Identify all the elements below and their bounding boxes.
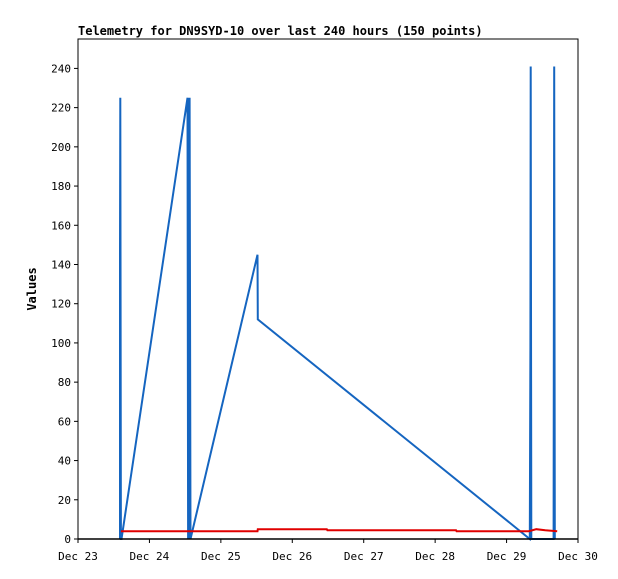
y-tick-label: 100 — [51, 337, 71, 350]
y-tick-label: 240 — [51, 62, 71, 75]
y-tick-label: 180 — [51, 180, 71, 193]
y-tick-label: 0 — [64, 533, 71, 546]
x-tick-label: Dec 27 — [344, 550, 384, 563]
series-layer — [78, 66, 578, 542]
y-tick-label: 120 — [51, 298, 71, 311]
y-tick-label: 60 — [58, 415, 71, 428]
x-tick-label: Dec 24 — [130, 550, 170, 563]
y-tick-label: 140 — [51, 258, 71, 271]
y-tick-label: 20 — [58, 494, 71, 507]
series-line-2 — [120, 528, 558, 533]
chart-title: Telemetry for DN9SYD-10 over last 240 ho… — [78, 24, 483, 38]
x-tick-label: Dec 29 — [487, 550, 527, 563]
y-axis-label: Values — [25, 267, 39, 310]
y-tick-label: 220 — [51, 102, 71, 115]
x-tick-label: Dec 28 — [415, 550, 455, 563]
y-tick-label: 200 — [51, 141, 71, 154]
x-tick-label: Dec 26 — [272, 550, 312, 563]
y-tick-label: 40 — [58, 455, 71, 468]
x-tick-label: Dec 25 — [201, 550, 241, 563]
axis-layer: 0 20 40 60 80 100 120 140 160 180 200 220 240 Dec 23 D… — [51, 62, 598, 563]
y-tick-label: 160 — [51, 219, 71, 232]
y-tick-label: 80 — [58, 376, 71, 389]
x-tick-label: Dec 30 — [558, 550, 598, 563]
plot-area — [77, 38, 579, 540]
x-tick-label: Dec 23 — [58, 550, 98, 563]
